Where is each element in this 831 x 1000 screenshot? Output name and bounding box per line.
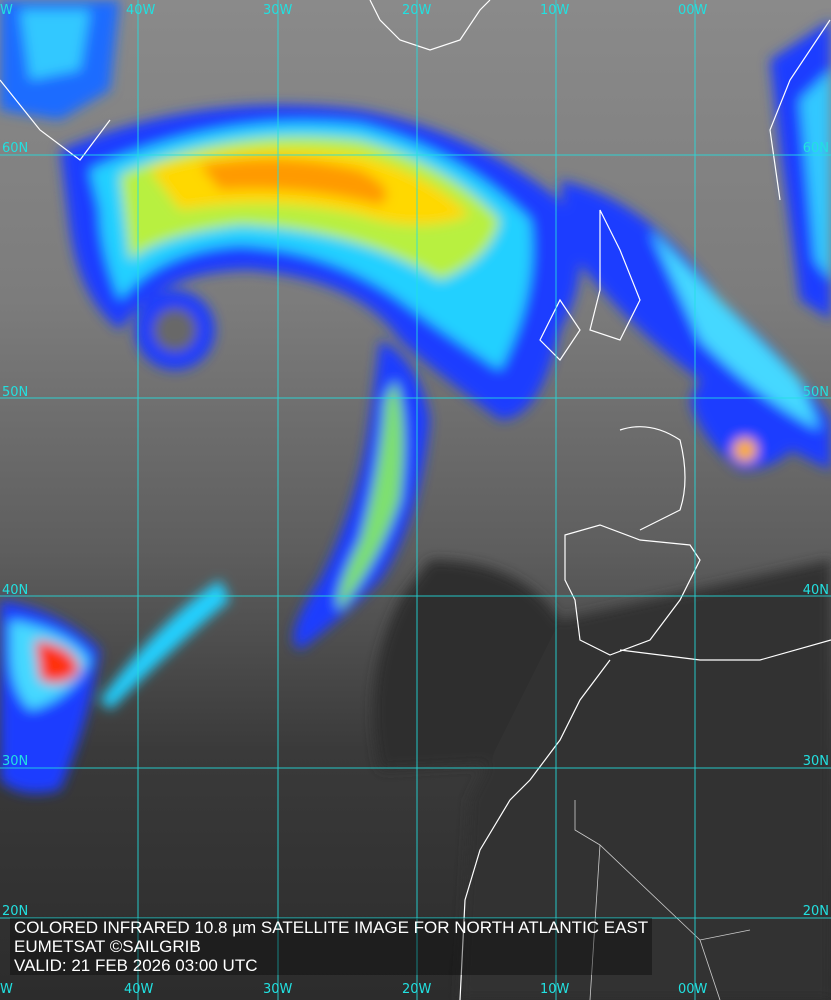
lon-label-top: W: [0, 3, 13, 18]
lon-label-top: 30W: [263, 3, 293, 18]
lat-label-right: 20N: [802, 904, 829, 919]
lat-label-left: 60N: [2, 141, 29, 156]
lon-label-top: 20W: [402, 3, 432, 18]
lon-label-bottom: 40W: [124, 982, 154, 997]
lat-label-left: 20N: [2, 904, 29, 919]
lat-label-right: 30N: [802, 754, 829, 769]
lon-label-bottom: 30W: [263, 982, 293, 997]
caption-title: COLORED INFRARED 10.8 µm SATELLITE IMAGE…: [14, 918, 649, 937]
caption-credit: EUMETSAT ©SAILGRIB: [14, 937, 201, 956]
lat-label-right: 60N: [802, 141, 829, 156]
lon-label-top: 10W: [540, 3, 570, 18]
lat-label-left: 30N: [2, 754, 29, 769]
lat-label-right: 40N: [802, 583, 829, 598]
lat-label-left: 50N: [2, 385, 29, 400]
lon-label-top: 40W: [126, 3, 156, 18]
lon-label-bottom: 00W: [678, 982, 708, 997]
lon-label-bottom: 10W: [540, 982, 570, 997]
lat-label-right: 50N: [802, 385, 829, 400]
borders: [574, 800, 751, 1000]
lon-label-bottom: 20W: [402, 982, 432, 997]
lon-label-bottom: W: [0, 982, 13, 997]
lat-label-left: 40N: [2, 583, 29, 598]
lon-label-top: 00W: [678, 3, 708, 18]
caption-valid-time: VALID: 21 FEB 2026 03:00 UTC: [14, 956, 258, 975]
image-caption: COLORED INFRARED 10.8 µm SATELLITE IMAGE…: [10, 918, 653, 975]
